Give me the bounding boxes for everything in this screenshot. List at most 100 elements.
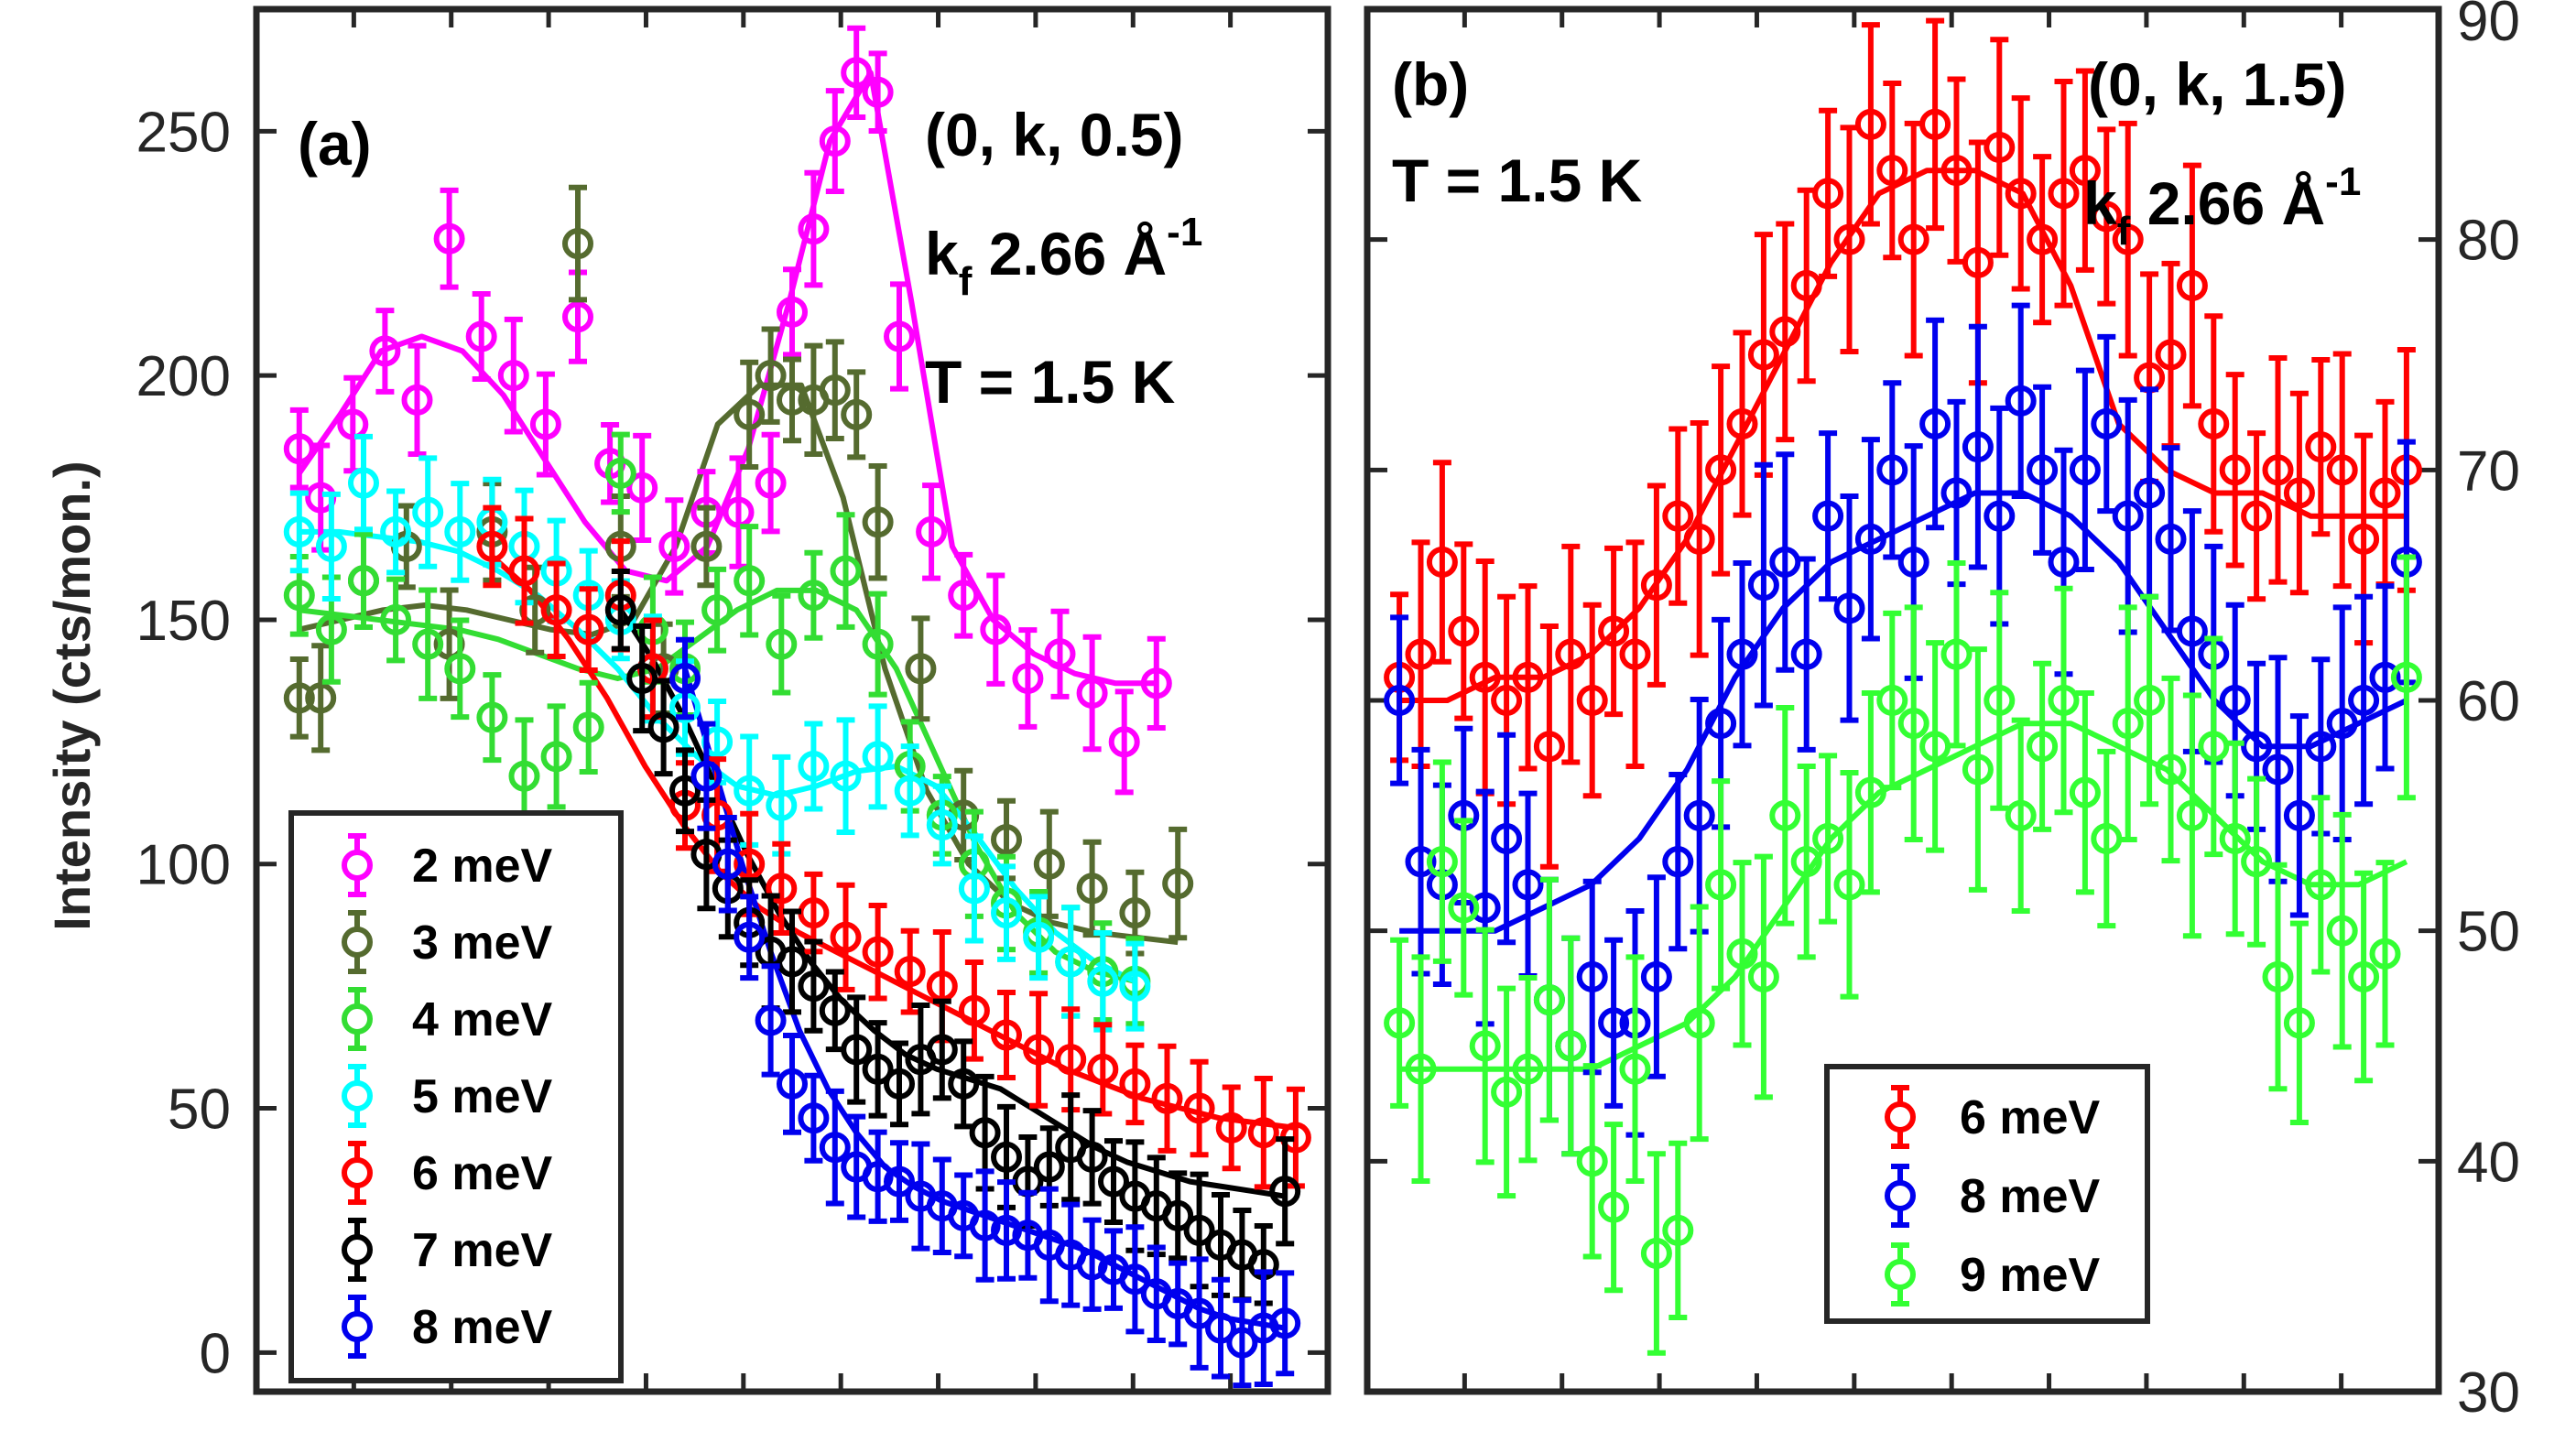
panel-b-q-annotation: (0, k, 1.5) [2088,50,2346,118]
data-point [862,903,894,1002]
panel-a-axis-ticks: 0 50 100 150 200 250 [136,9,1328,1392]
data-point [948,551,980,639]
fit-line-2-meV [297,70,1157,687]
data-point [2262,862,2294,1092]
data-point [798,169,830,288]
data-point [497,316,529,435]
data-point [626,623,658,734]
data-point [766,840,798,937]
legend-entry: 5 meV [342,1064,553,1128]
data-point [348,433,379,533]
ytick-label: 250 [136,101,231,164]
data-point [958,833,990,944]
data-point [1769,705,1801,927]
data-point [2091,126,2123,307]
data-point [1491,732,1523,946]
data-point [1076,1217,1108,1312]
data-point [2241,775,2273,948]
data-point [2112,396,2144,635]
panel-a-temperature-annotation: T = 1.5 K [925,348,1176,416]
legend-label: 8 meV [1960,1170,2101,1223]
data-point [412,455,444,569]
data-point [1598,937,1630,1109]
data-point [2326,351,2358,590]
fit-line-9-meV [1399,721,2408,1072]
data-point [862,462,894,581]
data-point [1023,991,1055,1109]
data-point [1555,543,1587,765]
data-point [734,524,766,638]
data-point [2219,740,2251,938]
data-point [1087,1022,1119,1117]
data-point [1512,583,1544,772]
data-point [1469,927,1501,1165]
data-point [540,703,572,810]
ytick-label: 50 [2457,901,2520,964]
data-point [766,753,798,857]
data-point [2005,302,2037,500]
panel-b-label: (b) [1392,50,1469,118]
data-point [2241,430,2273,602]
legend-entry: 9 meV [1885,1242,2101,1306]
data-point [604,431,636,515]
data-point [412,587,444,701]
data-point [894,927,926,1015]
data-point [1769,221,1801,443]
data-point [658,497,690,596]
data-point [1269,1136,1301,1247]
data-point [862,703,894,810]
data-point [572,586,604,674]
data-point [1619,954,1651,1184]
data-point [916,482,948,581]
data-point [433,187,465,290]
data-point [476,672,508,764]
data-point [508,515,540,626]
data-point [626,432,658,543]
data-point [1919,17,1951,232]
data-point [830,717,862,836]
data-point [1076,1108,1108,1207]
data-point [1598,1122,1630,1294]
data-point [2198,635,2230,858]
data-point [1555,935,1587,1157]
data-point [841,25,873,120]
data-point [2155,675,2187,864]
data-point [2155,260,2187,450]
ytick-label: 40 [2457,1131,2520,1194]
data-point [701,566,734,654]
legend-label: 6 meV [412,1147,553,1200]
data-point [2091,748,2123,929]
data-point [1984,590,2016,811]
data-point [1533,623,1565,870]
data-point [1491,985,1523,1199]
data-point [2005,717,2037,915]
data-point [884,1040,915,1128]
data-point [283,407,315,491]
panel-a-label: (a) [298,110,372,178]
data-point [1769,451,1801,673]
panel-b-legend: 6 meV 8 meV 9 meV [1824,1064,2150,1324]
ytick-label: 50 [168,1079,231,1142]
data-point [1598,545,1630,718]
data-point [1162,826,1194,941]
data-point [1405,539,1437,769]
data-point [1940,76,1973,265]
data-point [380,488,412,576]
data-point [1683,419,1715,658]
data-point [777,908,808,1015]
data-point [1512,975,1544,1164]
data-point [669,747,701,835]
legend-label: 2 meV [412,840,553,893]
ytick-label: 80 [2457,210,2520,273]
data-point [1747,461,1779,709]
data-point [1833,493,1865,723]
data-point [1012,627,1044,730]
data-point [2027,660,2059,832]
data-point [2027,384,2059,556]
data-point [380,576,412,664]
data-point [1640,1151,1672,1356]
legend-entry: 2 meV [342,833,553,897]
data-point [1854,22,1886,227]
data-point [2262,355,2294,585]
data-point [905,615,937,722]
